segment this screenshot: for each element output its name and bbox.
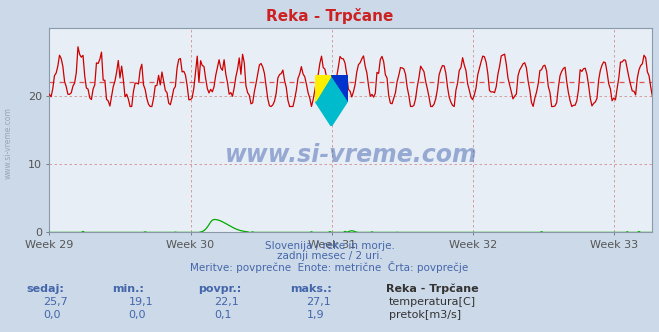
Text: 22,1: 22,1 [214,297,239,307]
Text: sedaj:: sedaj: [26,284,64,294]
Text: 1,9: 1,9 [306,310,324,320]
Text: Meritve: povprečne  Enote: metrične  Črta: povprečje: Meritve: povprečne Enote: metrične Črta:… [190,261,469,273]
Text: min.:: min.: [112,284,144,294]
Text: Reka - Trpčane: Reka - Trpčane [386,284,478,294]
Text: temperatura[C]: temperatura[C] [389,297,476,307]
Text: pretok[m3/s]: pretok[m3/s] [389,310,461,320]
Text: povpr.:: povpr.: [198,284,241,294]
Text: www.si-vreme.com: www.si-vreme.com [225,143,477,167]
Text: 27,1: 27,1 [306,297,331,307]
Text: 0,0: 0,0 [43,310,61,320]
Text: 19,1: 19,1 [129,297,153,307]
Text: 0,0: 0,0 [129,310,146,320]
Text: 0,1: 0,1 [214,310,232,320]
Text: Reka - Trpčane: Reka - Trpčane [266,8,393,24]
Text: Slovenija / reke in morje.: Slovenija / reke in morje. [264,241,395,251]
Text: zadnji mesec / 2 uri.: zadnji mesec / 2 uri. [277,251,382,261]
Text: maks.:: maks.: [290,284,331,294]
Text: 25,7: 25,7 [43,297,68,307]
Text: www.si-vreme.com: www.si-vreme.com [3,107,13,179]
